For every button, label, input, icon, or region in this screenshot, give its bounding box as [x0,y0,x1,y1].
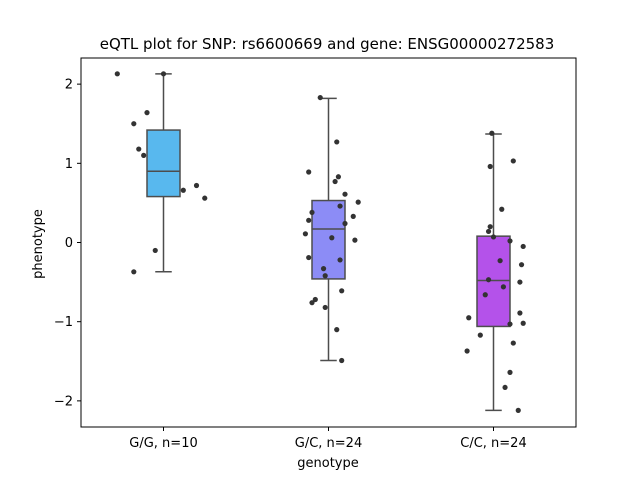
box-2 [476,133,511,412]
data-point [515,407,521,413]
data-point [309,209,315,216]
data-point [312,296,318,303]
data-point [482,292,488,298]
data-point [193,182,200,189]
data-point [144,110,150,116]
box-0 [146,73,181,273]
data-point [510,340,516,346]
box-body [476,235,511,328]
data-point [339,357,345,364]
data-point [332,178,338,185]
y-tick-label: 1 [65,157,73,172]
data-point [114,71,120,77]
x-axis: G/G, n=10 G/C, n=24 C/C, n=24 [129,427,527,451]
y-tick-label: −1 [54,315,73,330]
data-point [497,258,503,264]
y-tick-label: 2 [65,78,73,93]
data-point [352,237,358,243]
data-point [317,94,323,101]
data-point [160,71,167,77]
y-tick-label: 0 [65,236,73,251]
data-point [499,206,505,212]
data-point [306,169,312,175]
y-tick-label: −2 [54,394,73,409]
data-point [490,234,497,240]
data-point [337,257,343,263]
data-point [489,130,495,136]
data-point [350,213,356,219]
data-point [342,191,348,197]
data-point [510,158,516,164]
data-point [306,254,312,261]
data-point [180,187,186,193]
plot-frame [80,57,577,428]
y-axis-label: phenotype [31,209,46,279]
data-point [334,327,340,333]
data-point [517,279,523,285]
data-point [339,288,345,294]
data-point [485,228,492,235]
data-point [322,304,328,311]
boxes [146,73,511,412]
chart-title: eQTL plot for SNP: rs6600669 and gene: E… [100,35,555,53]
x-tick-label: G/C, n=24 [295,436,362,451]
box-body [311,199,346,280]
data-point [302,231,308,237]
data-point [152,247,158,254]
data-point [329,235,335,241]
data-point [500,284,506,290]
x-axis-label: genotype [297,456,358,471]
data-point [342,220,348,227]
data-point [507,238,513,244]
y-axis: −2 −1 0 1 2 [54,78,81,409]
x-tick-label: G/G, n=10 [129,436,197,451]
data-point [355,199,361,205]
data-point [502,384,508,391]
data-point [306,217,312,223]
data-point [520,243,526,250]
x-tick-label: C/C, n=24 [460,436,526,451]
data-point [136,146,142,152]
data-point [309,300,315,306]
data-point [334,139,340,145]
data-point [131,121,137,127]
data-point [337,203,343,209]
data-point [487,224,493,230]
data-point [485,277,492,283]
data-point [335,174,341,180]
data-point [466,315,472,321]
data-points [114,71,526,413]
data-point [507,369,513,375]
data-point [517,310,523,316]
data-point [518,262,525,268]
data-point [520,320,526,326]
data-point [322,273,328,279]
data-point [141,152,147,158]
data-point [507,321,513,327]
data-point [202,195,208,201]
data-point [320,266,327,272]
data-point [487,163,493,170]
box-body [146,129,181,198]
data-point [464,348,470,354]
data-point [477,332,483,338]
box-1 [311,97,346,362]
data-point [131,269,137,275]
